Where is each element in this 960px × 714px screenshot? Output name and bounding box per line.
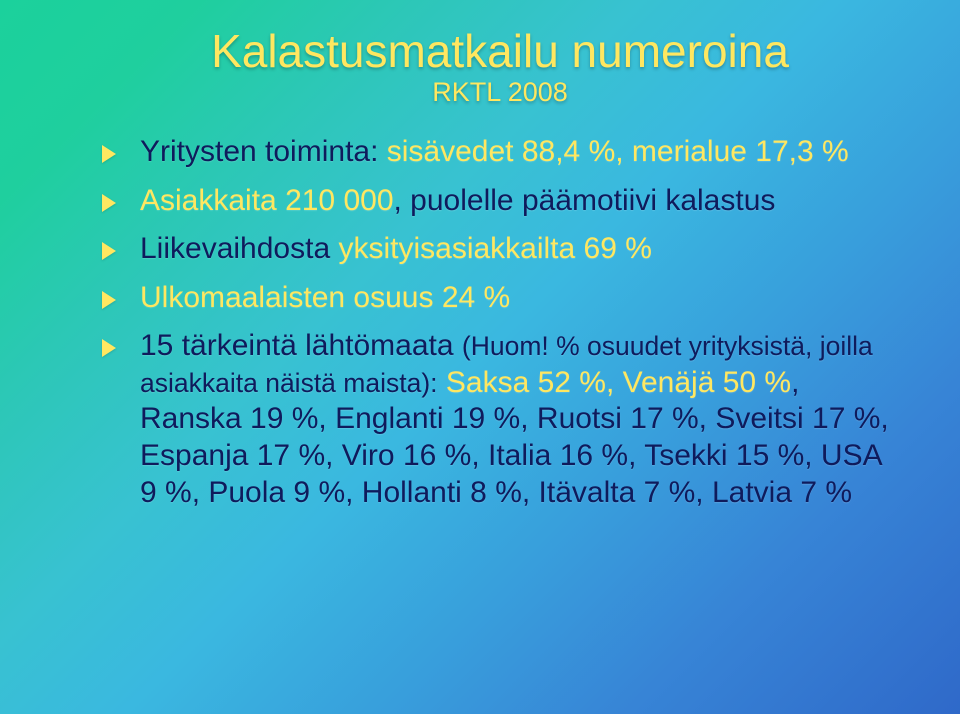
slide-title: Kalastusmatkailu numeroina [100, 28, 900, 75]
slide-subtitle: RKTL 2008 [100, 77, 900, 108]
bullet-list: Yritysten toiminta: sisävedet 88,4 %, me… [100, 134, 900, 511]
slide: Kalastusmatkailu numeroina RKTL 2008 Yri… [0, 0, 960, 714]
bullet-item: Ulkomaalaisten osuus 24 % [100, 280, 900, 317]
bullet-item: Yritysten toiminta: sisävedet 88,4 %, me… [100, 134, 900, 171]
bullet-item: Liikevaihdosta yksityisasiakkailta 69 % [100, 231, 900, 268]
bullet-item: Asiakkaita 210 000, puolelle päämotiivi … [100, 183, 900, 220]
bullet-item: 15 tärkeintä lähtömaata (Huom! % osuudet… [100, 328, 900, 511]
